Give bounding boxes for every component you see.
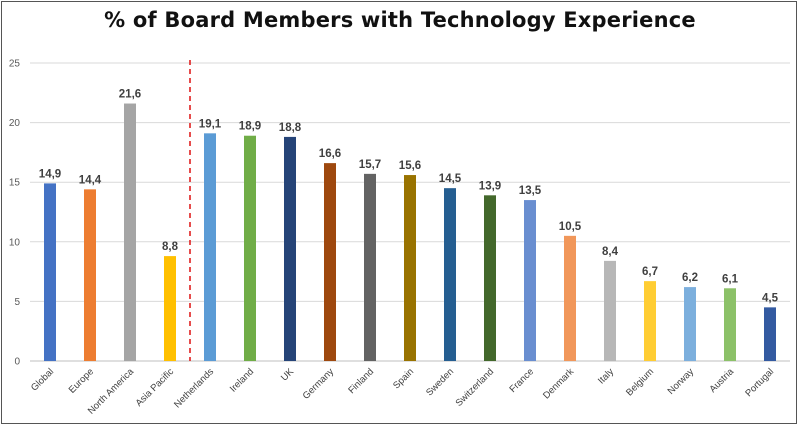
bar bbox=[764, 307, 776, 361]
bar bbox=[644, 281, 656, 361]
data-label: 6,1 bbox=[722, 273, 739, 285]
data-label: 14,5 bbox=[439, 173, 462, 185]
bars bbox=[44, 103, 776, 361]
data-label: 15,7 bbox=[359, 159, 381, 171]
bar bbox=[364, 173, 376, 361]
x-tick-label: UK bbox=[279, 366, 297, 384]
bar bbox=[284, 136, 296, 361]
bar bbox=[44, 183, 56, 361]
data-label: 8,8 bbox=[162, 241, 179, 253]
x-tick-label: Denmark bbox=[541, 366, 576, 401]
x-tick-label: Norway bbox=[666, 366, 697, 397]
data-labels: 14,9 14,4 21,6 8,8 19,1 18,9 18,8 16,6 15,7 15,6 1… bbox=[39, 89, 779, 305]
x-tick-label: Europe bbox=[67, 366, 96, 395]
y-tick-label: 15 bbox=[9, 178, 21, 189]
data-label: 8,4 bbox=[602, 246, 619, 258]
data-label: 6,2 bbox=[682, 272, 698, 284]
y-tick-label: 0 bbox=[14, 357, 20, 368]
bar bbox=[124, 103, 136, 361]
data-label: 18,9 bbox=[239, 121, 261, 133]
bar bbox=[244, 135, 256, 361]
x-tick-label: Ireland bbox=[228, 366, 256, 394]
data-label: 15,6 bbox=[399, 160, 421, 172]
x-tick-label: Spain bbox=[391, 366, 416, 391]
bar bbox=[604, 260, 616, 361]
data-label: 10,5 bbox=[559, 221, 582, 233]
bar bbox=[324, 163, 336, 361]
x-tick-label: Italy bbox=[596, 366, 616, 386]
y-tick-label: 10 bbox=[9, 237, 21, 248]
x-tick-label: Global bbox=[29, 366, 56, 393]
bar bbox=[164, 256, 176, 361]
bar bbox=[684, 287, 696, 361]
bar bbox=[444, 188, 456, 361]
bar bbox=[404, 175, 416, 361]
x-tick-label: Portugal bbox=[743, 366, 776, 399]
y-tick-label: 25 bbox=[9, 59, 21, 70]
x-tick-label: Switzerland bbox=[454, 366, 497, 409]
x-tick-label: Sweden bbox=[424, 366, 456, 398]
x-tick-label: Belgium bbox=[624, 366, 656, 398]
y-axis: 0 5 10 15 20 25 bbox=[9, 59, 21, 368]
bar bbox=[484, 195, 496, 361]
bar bbox=[204, 133, 216, 361]
data-label: 14,9 bbox=[39, 168, 61, 180]
data-label: 13,5 bbox=[519, 185, 542, 197]
chart-title: % of Board Members with Technology Exper… bbox=[104, 8, 696, 32]
y-tick-label: 5 bbox=[14, 297, 20, 308]
x-tick-label: Netherlands bbox=[172, 366, 216, 410]
x-tick-label: Austria bbox=[707, 366, 736, 395]
data-label: 18,8 bbox=[279, 122, 302, 134]
x-tick-label: Germany bbox=[301, 366, 337, 402]
bar bbox=[724, 288, 736, 361]
bar bbox=[524, 200, 536, 361]
x-tick-label: Finland bbox=[346, 366, 376, 396]
data-label: 13,9 bbox=[479, 180, 501, 192]
x-tick-label: Asia Pacific bbox=[134, 366, 177, 409]
data-label: 4,5 bbox=[762, 292, 779, 304]
data-label: 6,7 bbox=[642, 266, 658, 278]
y-tick-label: 20 bbox=[9, 118, 21, 129]
data-label: 21,6 bbox=[119, 89, 141, 101]
data-label: 19,1 bbox=[199, 118, 222, 130]
data-label: 14,4 bbox=[79, 174, 102, 186]
x-tick-label: France bbox=[507, 366, 536, 395]
data-label: 16,6 bbox=[319, 148, 341, 160]
bar bbox=[564, 235, 576, 361]
bar bbox=[84, 189, 96, 361]
